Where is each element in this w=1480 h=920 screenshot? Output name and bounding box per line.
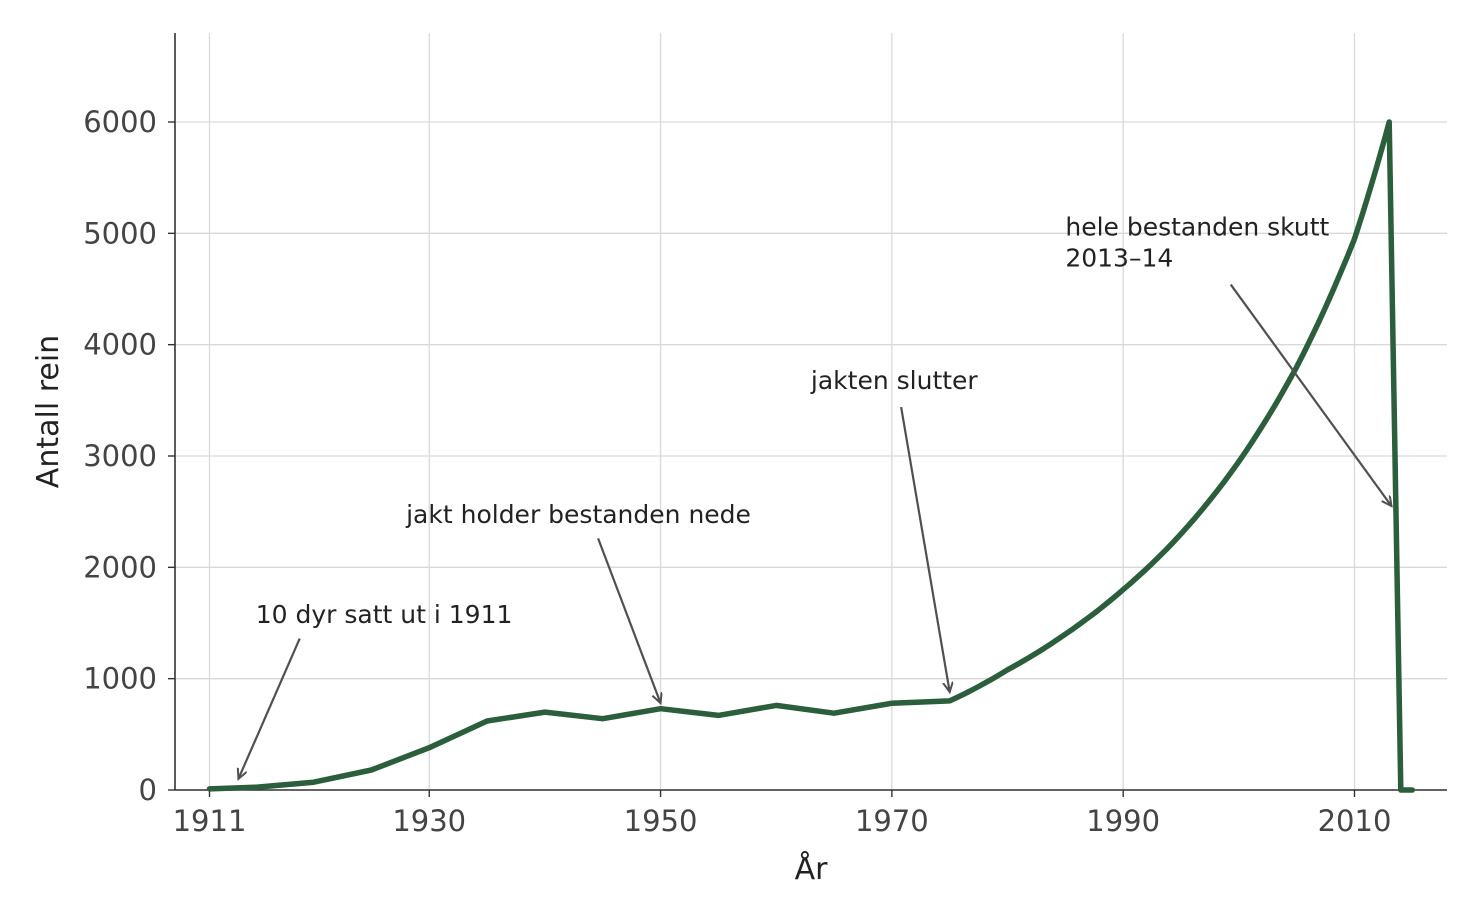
- x-tick-label: 1970: [855, 804, 929, 838]
- annotation-text: jakten slutter: [810, 366, 979, 395]
- y-tick-label: 3000: [83, 439, 157, 473]
- x-tick-label: 2010: [1318, 804, 1392, 838]
- annotation-arrow: [1229, 283, 1392, 507]
- y-tick-label: 0: [139, 773, 157, 807]
- series-line: [206, 119, 1416, 793]
- annotation-text: hele bestanden skutt 2013–14: [1065, 213, 1329, 273]
- x-tick-label: 1990: [1086, 804, 1160, 838]
- y-tick-label: 1000: [83, 662, 157, 696]
- y-tick-label: 4000: [83, 328, 157, 362]
- axes: 1911 1930 1950 1970 1990 2010 0 1000 2000 3000 400…: [83, 33, 1447, 838]
- y-tick-label: 2000: [83, 550, 157, 584]
- annotation-arrow: [238, 638, 301, 779]
- annotation-text: 10 dyr satt ut i 1911: [256, 600, 513, 629]
- x-tick-label: 1911: [173, 804, 247, 838]
- series-group: [206, 119, 1416, 793]
- y-axis-label: Antall rein: [31, 335, 66, 488]
- y-tick-label: 5000: [83, 216, 157, 250]
- x-tick-label: 1950: [624, 804, 698, 838]
- annotation-arrow: [597, 537, 660, 703]
- annotation-text: jakt holder bestanden nede: [405, 500, 751, 529]
- x-tick-label: 1930: [392, 804, 466, 838]
- x-axis-label: År: [795, 851, 829, 887]
- grid: [175, 33, 1447, 791]
- y-tick-label: 6000: [83, 105, 157, 139]
- annotations: 10 dyr satt ut i 1911 jakt holder bestand…: [238, 213, 1391, 779]
- annotation-arrow: [900, 406, 950, 692]
